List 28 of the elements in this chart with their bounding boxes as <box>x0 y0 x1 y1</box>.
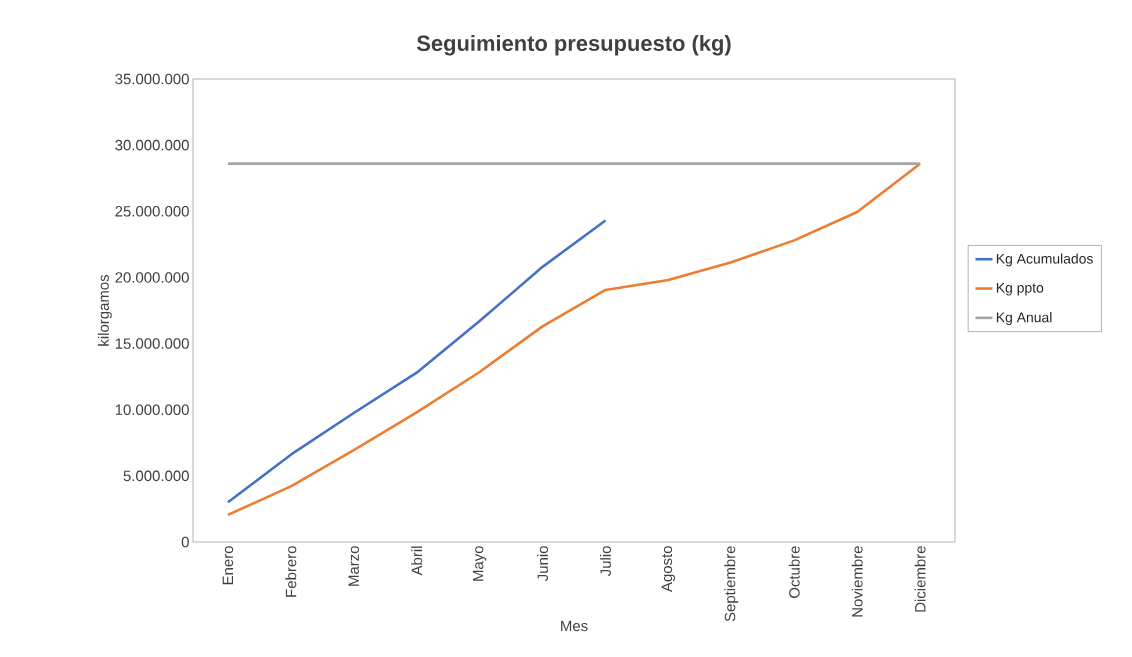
x-tick-label: Marzo <box>348 546 359 586</box>
line-series <box>226 162 922 517</box>
y-tick-label: 30.000.000 <box>115 139 189 151</box>
x-tick-label: Junio <box>537 546 549 582</box>
y-tick-label: 35.000.000 <box>115 73 189 85</box>
x-tick-label: Julio <box>599 546 611 577</box>
x-tick-label: Mayo <box>472 546 487 581</box>
y-tick-label: 15.000.000 <box>115 338 189 349</box>
y-tick-label: 5.000.000 <box>123 470 189 482</box>
y-tick-label: 10.000.000 <box>115 404 189 415</box>
legend-label: Kg ppto <box>996 282 1044 296</box>
line-series <box>226 219 607 504</box>
x-tick-label: Septiembre <box>724 546 739 622</box>
x-tick-label: Diciembre <box>914 546 926 612</box>
y-tick-label: 25.000.000 <box>115 205 189 217</box>
legend-label: Kg Acumulados <box>996 253 1093 267</box>
y-tick-label: 20.000.000 <box>115 272 189 283</box>
x-tick-label: Abril <box>411 546 423 576</box>
chart-title: Seguimiento presupuesto (kg) <box>416 34 731 56</box>
x-tick-label: Febrero <box>285 546 297 597</box>
x-axis-title: Mes <box>561 620 588 632</box>
y-axis-title: kilorgamos <box>97 274 112 346</box>
legend-label: Kg Anual <box>996 312 1052 326</box>
x-tick-label: Enero <box>222 546 234 585</box>
x-tick-label: Octubre <box>788 546 800 598</box>
y-tick-label: 0 <box>181 536 189 548</box>
x-tick-label: Noviembre <box>851 546 863 617</box>
x-tick-label: Agosto <box>661 546 676 593</box>
